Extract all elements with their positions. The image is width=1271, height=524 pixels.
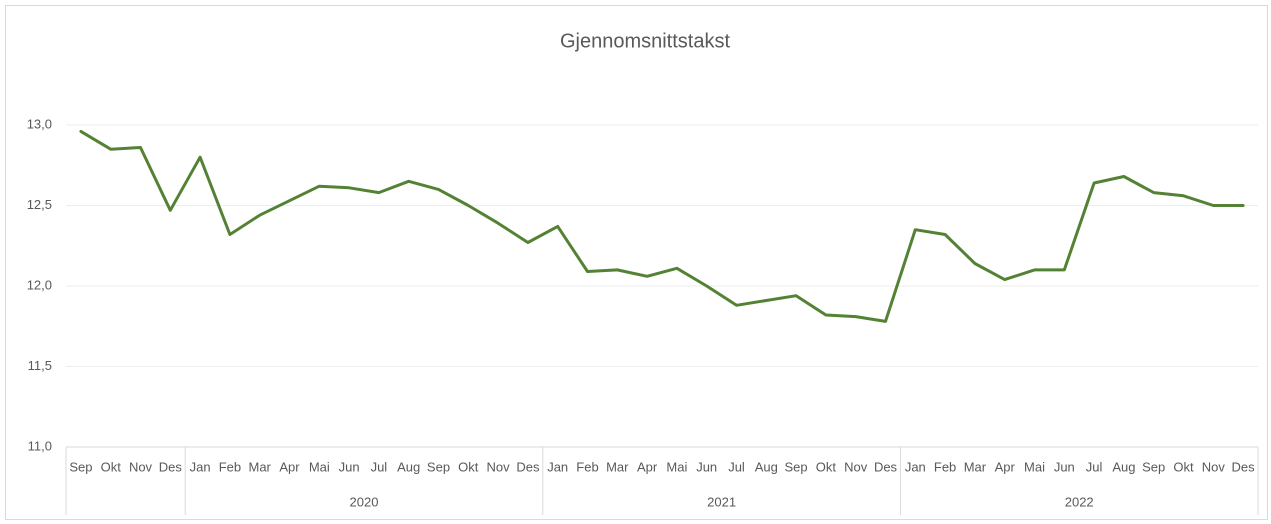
x-tick-label: Aug xyxy=(397,459,420,474)
x-tick-label: Sep xyxy=(69,459,92,474)
x-group-label: 2022 xyxy=(1065,494,1094,509)
x-tick-label: Jun xyxy=(339,459,360,474)
x-tick-label: Mai xyxy=(1024,459,1045,474)
x-tick-label: Mai xyxy=(666,459,687,474)
x-tick-label: Nov xyxy=(487,459,511,474)
x-tick-label: Feb xyxy=(576,459,598,474)
x-tick-label: Apr xyxy=(279,459,300,474)
x-tick-label: Mar xyxy=(249,459,272,474)
y-tick-label: 11,0 xyxy=(28,438,52,453)
x-tick-label: Mar xyxy=(606,459,629,474)
x-tick-label: Des xyxy=(874,459,898,474)
x-tick-label: Sep xyxy=(427,459,450,474)
x-tick-label: Aug xyxy=(755,459,778,474)
x-tick-label: Sep xyxy=(785,459,808,474)
x-tick-label: Aug xyxy=(1112,459,1135,474)
x-group-label: 2021 xyxy=(707,494,736,509)
y-tick-label: 11,5 xyxy=(28,358,52,373)
x-tick-label: Des xyxy=(159,459,183,474)
x-tick-label: Okt xyxy=(101,459,122,474)
x-tick-label: Des xyxy=(516,459,540,474)
x-tick-label: Nov xyxy=(129,459,153,474)
x-tick-label: Apr xyxy=(637,459,658,474)
x-tick-label: Jan xyxy=(547,459,568,474)
x-tick-label: Okt xyxy=(458,459,479,474)
x-tick-label: Feb xyxy=(934,459,956,474)
y-tick-label: 12,0 xyxy=(27,277,52,292)
data-line xyxy=(79,129,1245,323)
chart-title: Gjennomsnittstakst xyxy=(560,30,731,52)
x-tick-label: Mai xyxy=(309,459,330,474)
x-tick-label: Okt xyxy=(816,459,837,474)
x-tick-label: Jul xyxy=(728,459,745,474)
x-tick-label: Jun xyxy=(1054,459,1075,474)
x-tick-label: Jul xyxy=(371,459,388,474)
x-tick-label: Sep xyxy=(1142,459,1165,474)
x-tick-label: Jun xyxy=(696,459,717,474)
x-tick-label: Des xyxy=(1232,459,1256,474)
x-tick-label: Nov xyxy=(1202,459,1226,474)
x-tick-label: Jul xyxy=(1086,459,1103,474)
y-tick-label: 12,5 xyxy=(27,197,52,212)
x-tick-label: Okt xyxy=(1173,459,1194,474)
x-tick-label: Mar xyxy=(964,459,987,474)
x-tick-label: Jan xyxy=(905,459,926,474)
chart-border xyxy=(5,5,1268,520)
x-tick-label: Feb xyxy=(219,459,241,474)
x-tick-label: Apr xyxy=(995,459,1016,474)
x-tick-label: Nov xyxy=(844,459,868,474)
y-tick-label: 13,0 xyxy=(27,116,52,131)
x-group-label: 2020 xyxy=(350,494,379,509)
x-tick-label: Jan xyxy=(190,459,211,474)
